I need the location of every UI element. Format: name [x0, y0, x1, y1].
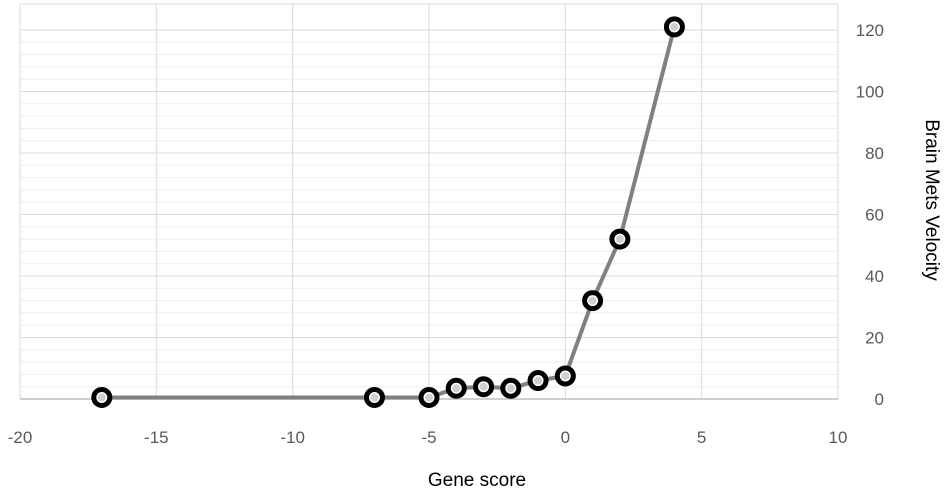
series-line — [101, 26, 677, 400]
data-point-center — [370, 393, 379, 402]
data-point-center — [506, 384, 515, 393]
y-tick-labels: 0 20 40 60 80 100 120 — [856, 21, 884, 409]
x-axis-title: Gene score — [428, 470, 526, 491]
data-points — [91, 16, 685, 408]
data-point — [663, 16, 685, 38]
y-tick-label: 100 — [856, 83, 884, 102]
data-point-center — [425, 393, 433, 402]
series-line-group — [101, 26, 677, 400]
y-tick-label: 60 — [865, 206, 884, 225]
major-gridlines — [19, 3, 839, 399]
x-tick-label: -10 — [280, 428, 305, 447]
data-point-center — [479, 382, 488, 391]
data-point — [582, 290, 604, 312]
data-point — [91, 386, 113, 408]
y-tick-label: 80 — [865, 144, 884, 163]
data-point — [609, 228, 631, 250]
x-tick-label: 0 — [561, 428, 570, 447]
data-point-center — [561, 371, 570, 380]
x-tick-label: -5 — [421, 428, 436, 447]
data-point — [500, 377, 522, 399]
data-point — [445, 377, 467, 399]
data-point-center — [670, 22, 679, 31]
x-tick-label: 10 — [829, 428, 848, 447]
y-tick-label: 40 — [865, 267, 884, 286]
data-point — [554, 365, 576, 387]
data-point — [363, 386, 385, 408]
y-axis-title: Brain Mets Velocity — [921, 119, 942, 281]
data-point-center — [534, 376, 543, 385]
x-tick-label: -20 — [8, 428, 33, 447]
data-point-center — [615, 235, 624, 244]
x-tick-label: -15 — [144, 428, 169, 447]
data-point — [418, 386, 440, 408]
data-point — [527, 370, 549, 392]
x-tick-label: 5 — [697, 428, 706, 447]
data-point-center — [97, 393, 106, 402]
y-tick-label: 0 — [875, 390, 884, 409]
data-point-center — [588, 296, 597, 305]
data-point — [473, 376, 495, 398]
data-point-center — [452, 384, 461, 393]
y-tick-label: 20 — [865, 329, 884, 348]
x-tick-labels: -20 -15 -10 -5 0 5 10 — [8, 428, 848, 447]
y-tick-label: 120 — [856, 21, 884, 40]
